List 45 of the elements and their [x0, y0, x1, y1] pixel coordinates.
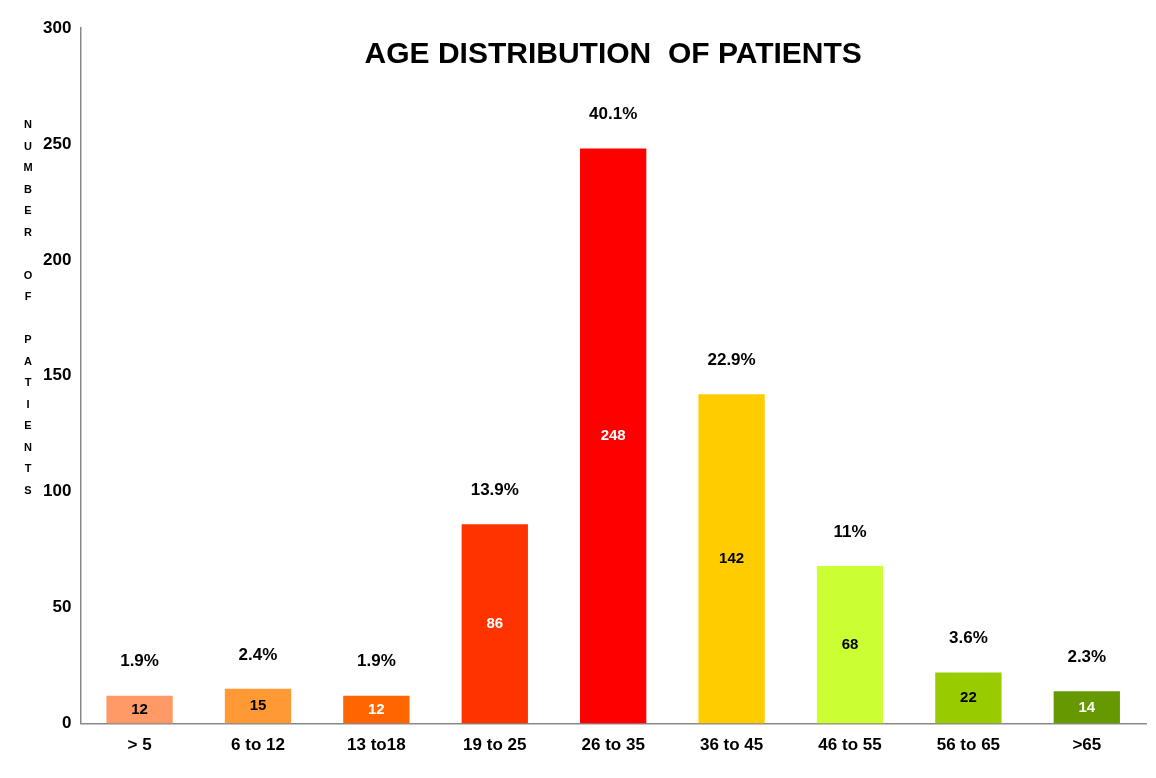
annotation: 11%: [833, 521, 867, 541]
annotation: 22.9%: [707, 350, 756, 370]
y-tick-label: 50: [52, 597, 72, 617]
annotation: 2.3%: [1067, 646, 1107, 666]
x-tick-label: 19 to 25: [463, 735, 527, 755]
bar: [1053, 691, 1120, 724]
y-tick-label: 200: [42, 249, 72, 269]
annotation: 3.6%: [949, 628, 988, 648]
data-label: 86: [486, 614, 504, 632]
x-tick-label: 36 to 45: [699, 735, 764, 755]
annotation: 2.4%: [238, 644, 278, 664]
bar: [816, 565, 884, 724]
x-tick-label: 46 to 55: [818, 735, 882, 755]
bar: [935, 672, 1002, 724]
bar: [106, 695, 173, 724]
bar: [580, 148, 647, 724]
x-tick-label: >65: [1072, 735, 1102, 755]
data-label: 15: [249, 696, 267, 714]
bar: [698, 394, 765, 724]
y-tick-label: 300: [42, 17, 72, 37]
y-tick-label: 100: [42, 481, 72, 501]
x-tick-label: 26 to 35: [581, 735, 645, 755]
chart-title: AGE DISTRIBUTION OF PATIENTS: [364, 36, 862, 70]
annotation: 40.1%: [589, 104, 638, 124]
x-tick-label: 56 to 65: [936, 735, 1001, 755]
annotation: 1.9%: [120, 651, 159, 671]
bar: [461, 524, 528, 724]
annotation: 1.9%: [357, 651, 396, 671]
data-label: 142: [719, 549, 745, 567]
bar: [224, 688, 292, 724]
x-tick-label: > 5: [127, 735, 152, 755]
data-label: 68: [841, 634, 859, 652]
x-tick-label: 6 to 12: [231, 735, 285, 755]
data-label: 22: [960, 688, 977, 706]
y-tick-label: 250: [42, 133, 72, 153]
y-tick-label: 0: [61, 713, 72, 733]
x-tick-label: 13 to18: [347, 735, 406, 755]
annotation: 13.9%: [470, 479, 519, 499]
data-label: 12: [131, 699, 148, 717]
data-label: 248: [600, 426, 626, 444]
y-axis-title: NUMBER OF PATIENTS: [21, 118, 35, 505]
data-label: 14: [1078, 697, 1096, 715]
bar: [343, 695, 410, 724]
y-tick-label: 150: [42, 365, 72, 385]
data-label: 12: [368, 699, 385, 717]
